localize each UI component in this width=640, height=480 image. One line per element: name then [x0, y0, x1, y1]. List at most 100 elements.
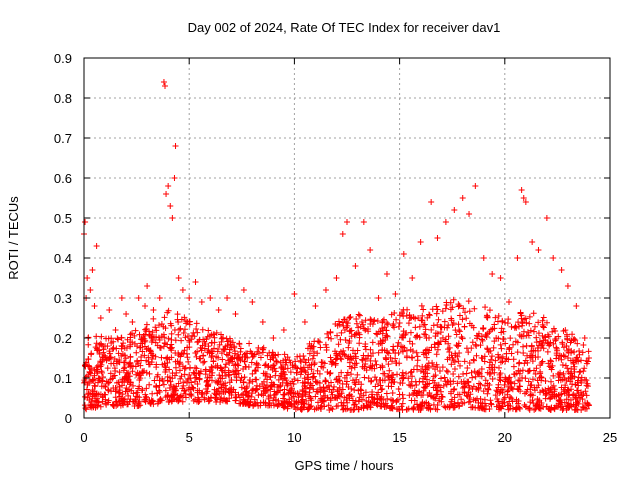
- band-point: [520, 343, 527, 350]
- band-point: [385, 361, 392, 368]
- band-point: [502, 358, 509, 365]
- band-point: [146, 328, 153, 335]
- band-point: [448, 388, 455, 395]
- band-point: [285, 390, 292, 397]
- band-point: [147, 400, 154, 407]
- band-point: [340, 406, 347, 413]
- band-point: [515, 319, 522, 326]
- band-point: [196, 375, 203, 382]
- band-point: [426, 380, 433, 387]
- band-point: [524, 329, 531, 336]
- band-point: [150, 315, 157, 322]
- band-point: [229, 355, 236, 362]
- band-point: [456, 402, 463, 409]
- band-point: [388, 405, 395, 412]
- band-point: [526, 320, 533, 327]
- band-point: [515, 323, 522, 330]
- band-point: [169, 375, 176, 382]
- data-point: [506, 299, 513, 305]
- band-point: [264, 352, 271, 359]
- band-point: [268, 383, 275, 390]
- band-point: [529, 397, 536, 404]
- band-point: [413, 349, 420, 356]
- band-point: [160, 331, 167, 338]
- band-point: [484, 345, 491, 352]
- band-point: [378, 386, 385, 393]
- dense-data-band: [81, 296, 592, 413]
- band-point: [353, 330, 360, 337]
- band-point: [215, 385, 222, 392]
- band-point: [237, 357, 244, 364]
- band-point: [451, 394, 458, 401]
- band-point: [545, 360, 552, 367]
- band-point: [562, 362, 569, 369]
- band-point: [500, 336, 507, 343]
- band-point: [523, 388, 530, 395]
- data-point: [585, 355, 592, 361]
- band-point: [125, 392, 132, 399]
- data-point: [156, 295, 163, 301]
- band-point: [119, 400, 126, 407]
- band-point: [561, 399, 568, 406]
- band-point: [395, 406, 402, 413]
- band-point: [479, 325, 486, 332]
- band-point: [365, 394, 372, 401]
- band-point: [491, 364, 498, 371]
- data-point: [135, 295, 142, 301]
- y-axis-ticks: 0 0.1 0.2 0.3 0.4 0.5 0.6 0.7 0.8 0.9: [54, 51, 610, 426]
- band-point: [434, 346, 441, 353]
- band-point: [167, 320, 174, 327]
- band-point: [348, 365, 355, 372]
- band-point: [487, 400, 494, 407]
- band-point: [348, 327, 355, 334]
- band-point: [164, 309, 171, 316]
- band-point: [142, 337, 149, 344]
- band-point: [213, 398, 220, 405]
- band-point: [558, 391, 565, 398]
- data-point: [514, 255, 521, 261]
- band-point: [460, 371, 467, 378]
- band-point: [522, 315, 529, 322]
- band-point: [101, 391, 108, 398]
- band-point: [451, 400, 458, 407]
- x-axis-ticks: 0 5 10 15 20 25: [80, 58, 617, 445]
- band-point: [511, 324, 518, 331]
- band-point: [563, 342, 570, 349]
- y-tick-label: 0.6: [54, 171, 72, 186]
- data-point: [270, 335, 277, 341]
- band-point: [456, 312, 463, 319]
- band-point: [413, 381, 420, 388]
- data-point: [459, 195, 466, 201]
- band-point: [242, 400, 249, 407]
- band-point: [93, 398, 100, 405]
- band-point: [485, 349, 492, 356]
- band-point: [216, 372, 223, 379]
- band-point: [343, 397, 350, 404]
- band-point: [135, 385, 142, 392]
- band-point: [486, 307, 493, 314]
- band-point: [521, 360, 528, 367]
- band-point: [583, 392, 590, 399]
- band-point: [432, 405, 439, 412]
- band-point: [434, 321, 441, 328]
- band-point: [235, 362, 242, 369]
- band-point: [367, 378, 374, 385]
- band-point: [335, 318, 342, 325]
- band-point: [535, 405, 542, 412]
- band-point: [225, 367, 232, 374]
- band-point: [465, 389, 472, 396]
- band-point: [118, 345, 125, 352]
- band-point: [312, 378, 319, 385]
- band-point: [439, 334, 446, 341]
- band-point: [240, 390, 247, 397]
- data-point: [339, 231, 346, 237]
- band-point: [441, 318, 448, 325]
- band-point: [249, 378, 256, 385]
- band-point: [582, 400, 589, 407]
- band-point: [257, 354, 264, 361]
- band-point: [162, 387, 169, 394]
- band-point: [275, 397, 282, 404]
- band-point: [316, 339, 323, 346]
- data-point: [162, 83, 169, 89]
- band-point: [478, 336, 485, 343]
